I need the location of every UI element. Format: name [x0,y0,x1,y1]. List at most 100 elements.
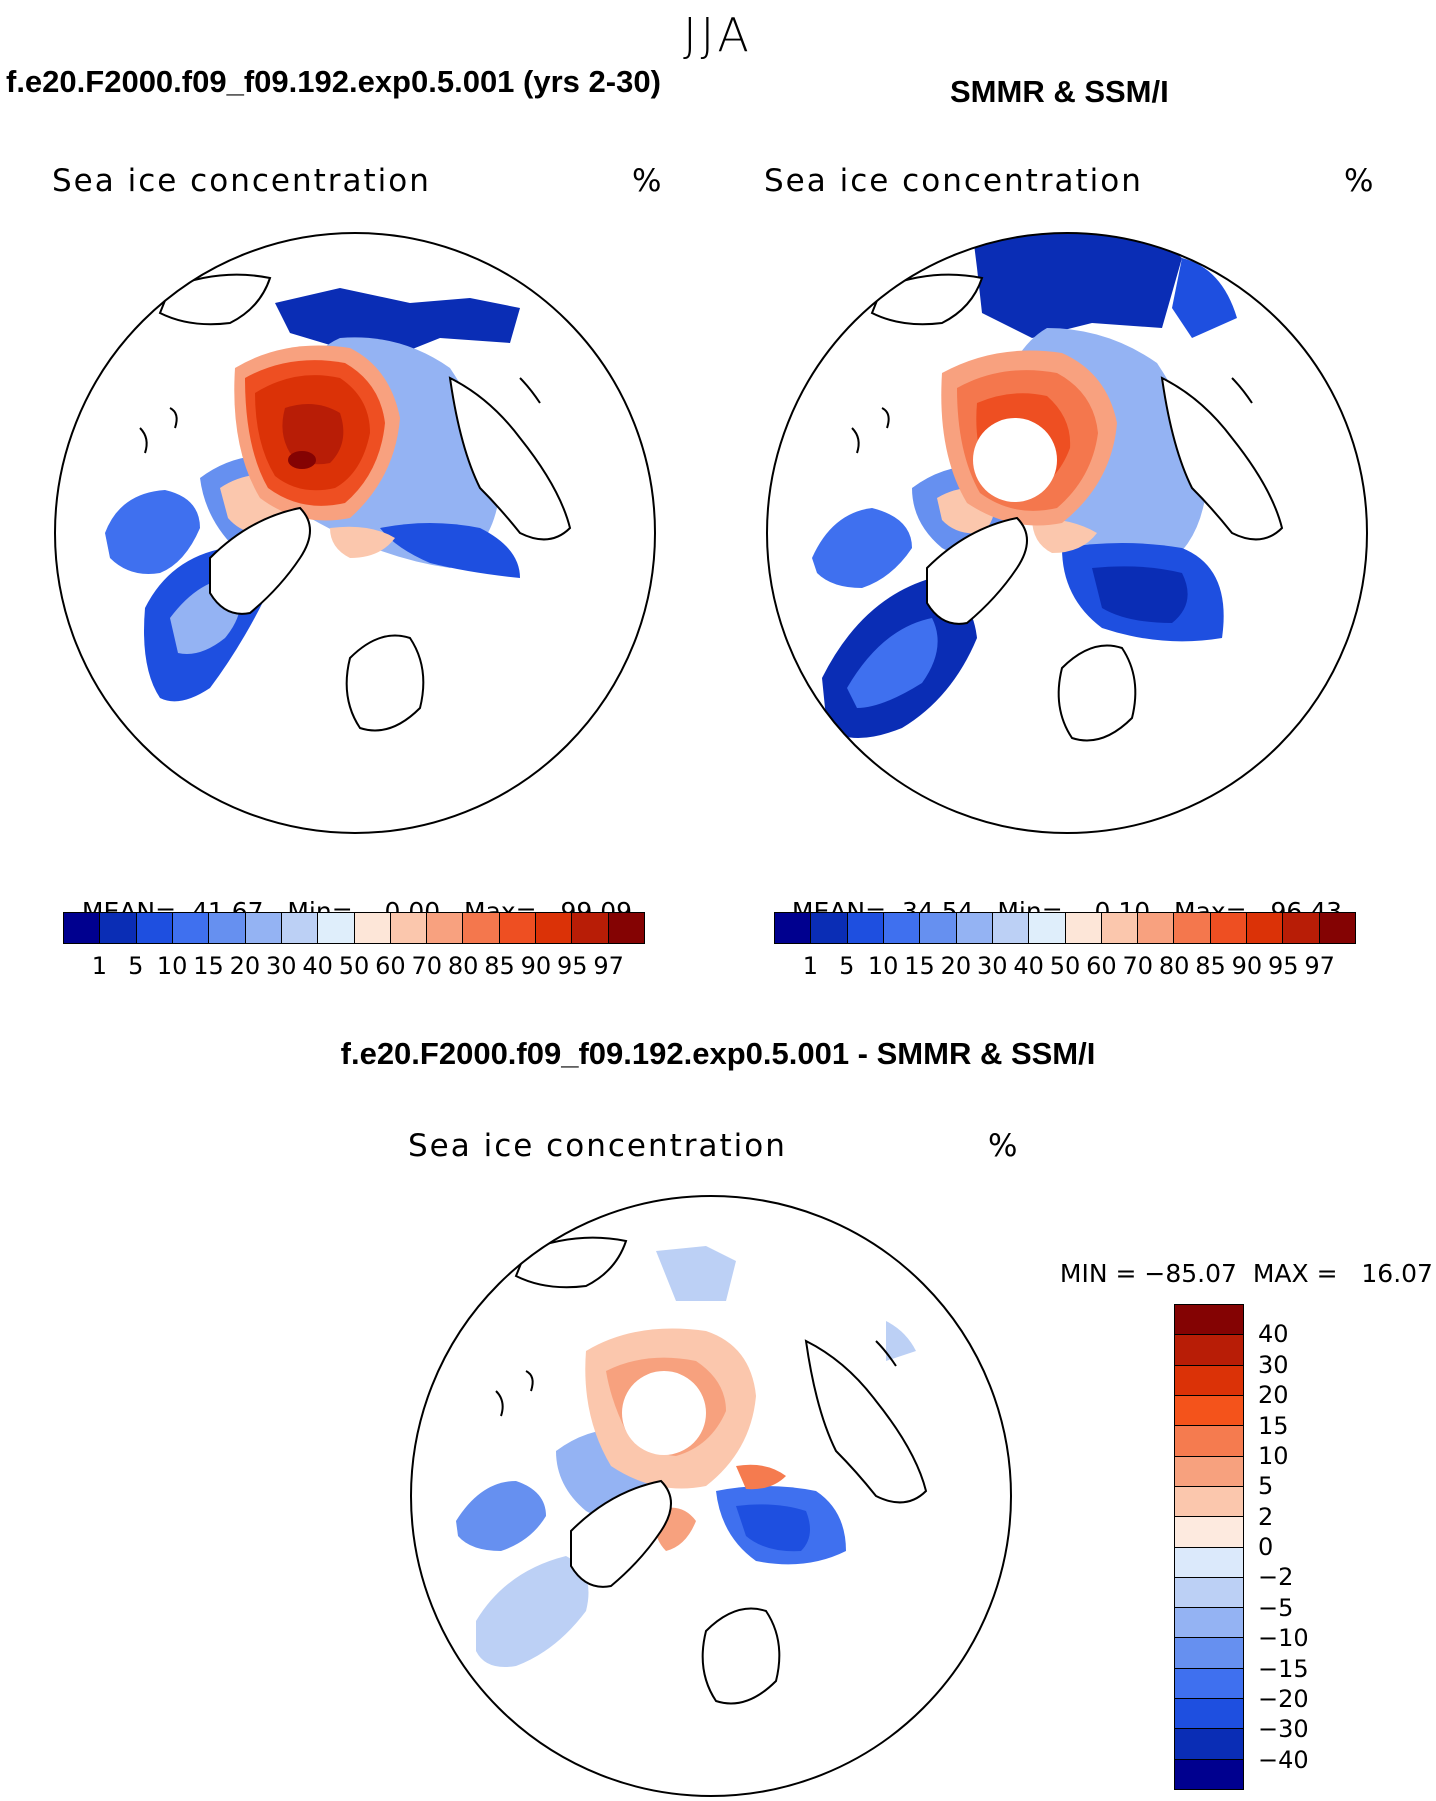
obs-pole-hole [973,418,1057,502]
colorbar-swatch [1175,1547,1243,1578]
colorbar-swatch [1175,1395,1243,1427]
colorbar-swatch [463,913,500,943]
colorbar-swatch [1174,913,1211,943]
colorbar-swatch [354,913,391,943]
colorbar-swatch [1175,1335,1243,1366]
colorbar-tick-label: −20 [1258,1684,1309,1713]
colorbar-swatch [572,913,609,943]
model-alaska [158,273,272,326]
obs-alaska [870,273,984,326]
obs-scandinavia [1057,644,1137,742]
colorbar-tick-label: 97 [593,952,624,980]
colorbar-tick-label: 15 [193,952,224,980]
diff-max-value: 16.07 [1361,1259,1433,1288]
season-title: JJA [683,8,753,62]
obs-map [766,232,1368,834]
model-hudson-ice [105,490,200,574]
obs-colorbar-ticks: 1 5 10 15 20 30 40 50 60 70 80 85 90 95 97 [774,952,1356,982]
model-panel-title: f.e20.F2000.f09_f09.192.exp0.5.001 (yrs … [6,64,661,99]
diff-greenland [570,1479,672,1588]
colorbar-tick-label: 10 [1258,1441,1289,1470]
colorbar-swatch [1175,1365,1243,1396]
colorbar-swatch [811,913,848,943]
colorbar-swatch [1175,1305,1243,1336]
obs-colorbar [774,912,1356,944]
colorbar-tick-label: 30 [1258,1350,1289,1379]
colorbar-swatch [390,913,428,943]
colorbar-swatch [100,913,137,943]
colorbar-tick-label: 5 [128,952,144,980]
colorbar-swatch [1247,913,1284,943]
colorbar-tick-label: 90 [520,952,552,980]
colorbar-swatch [1283,913,1320,943]
model-barents-ice [380,523,520,578]
diff-max-label: MAX = [1252,1259,1338,1288]
colorbar-tick-label: 5 [839,952,855,980]
model-variable-label: Sea ice concentration [52,163,431,199]
colorbar-tick-label: 20 [1258,1381,1289,1410]
colorbar-tick-label: 40 [1013,952,1044,980]
colorbar-tick-label: 10 [156,952,188,980]
colorbar-tick-label: 5 [1258,1472,1274,1501]
colorbar-tick-label: 60 [375,952,406,980]
colorbar-swatch [1101,913,1139,943]
diff-colorbar-ticks: 40 30 20 15 10 5 2 0 −2 −5 −10 −15 −20 −30 −40 [1258,1304,1358,1790]
diff-min-value: −85.07 [1144,1259,1237,1288]
model-greenland [209,506,311,615]
colorbar-tick-label: 70 [411,952,443,980]
colorbar-tick-label: −15 [1258,1654,1309,1683]
colorbar-tick-label: 1 [802,952,819,980]
colorbar-tick-label: 15 [904,952,935,980]
colorbar-swatch [281,913,319,943]
colorbar-swatch [1175,1699,1243,1730]
colorbar-tick-label: 50 [338,952,370,980]
colorbar-swatch [1175,1517,1243,1548]
colorbar-swatch [883,913,921,943]
diff-stats: MIN = −85.07 MAX = 16.07 [1044,1230,1433,1288]
colorbar-swatch [1175,1608,1243,1639]
colorbar-tick-label: −5 [1258,1593,1294,1622]
colorbar-tick-label: 1 [91,952,108,980]
model-scandinavia [345,634,425,732]
colorbar-tick-label: 40 [1258,1320,1289,1349]
colorbar-tick-label: −2 [1258,1563,1294,1592]
colorbar-tick-label: 30 [265,952,297,980]
colorbar-swatch [318,913,355,943]
colorbar-tick-label: −30 [1258,1715,1309,1744]
colorbar-swatch [136,913,173,943]
model-siberia [448,376,572,541]
obs-panel-title: SMMR & SSM/I [950,74,1169,109]
colorbar-tick-label: 20 [229,952,261,980]
obs-units-label: % [1344,163,1376,199]
model-units-label: % [632,163,664,199]
colorbar-swatch [956,913,993,943]
colorbar-tick-label: 60 [1086,952,1117,980]
colorbar-tick-label: 80 [447,952,479,980]
colorbar-tick-label: 80 [1158,952,1190,980]
diff-siberia [804,1339,928,1504]
colorbar-swatch [245,913,282,943]
colorbar-swatch [536,913,573,943]
colorbar-swatch [1175,1729,1243,1760]
colorbar-swatch [847,913,884,943]
colorbar-tick-label: 40 [302,952,333,980]
colorbar-tick-label: 20 [940,952,972,980]
diff-variable-label: Sea ice concentration [408,1128,787,1164]
obs-variable-label: Sea ice concentration [764,163,1143,199]
colorbar-tick-label: 2 [1258,1502,1274,1531]
colorbar-swatch [992,913,1030,943]
colorbar-swatch [209,913,246,943]
obs-hudson-ice [812,508,912,588]
colorbar-tick-label: 0 [1258,1533,1274,1561]
colorbar-tick-label: 70 [1122,952,1154,980]
colorbar-tick-label: 90 [1231,952,1263,980]
colorbar-swatch [64,913,101,943]
colorbar-tick-label: −40 [1258,1745,1309,1774]
colorbar-swatch [608,913,644,943]
obs-bering-ice [972,233,1182,338]
colorbar-swatch [1175,1638,1243,1669]
colorbar-swatch [1210,913,1248,943]
colorbar-swatch [775,913,812,943]
diff-map [410,1195,1012,1797]
model-colorbar-ticks: 1 5 10 15 20 30 40 50 60 70 80 85 90 95 97 [63,952,645,982]
